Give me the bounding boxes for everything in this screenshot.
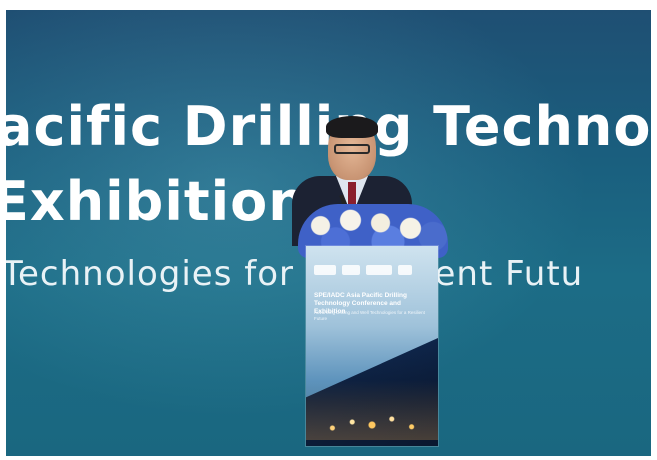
logo-drilling (366, 265, 392, 275)
banner-line-2: Exhibition (6, 170, 308, 233)
sponsor-logos (314, 262, 430, 278)
speaker-hair (326, 116, 378, 138)
rig-lights (306, 380, 438, 440)
lectern-subtitle: Advancing Drilling and Well Technologies… (314, 310, 425, 321)
logo-iadc (314, 265, 336, 275)
logo-spe (342, 265, 360, 275)
banner-line-3: Technologies for a Resilient Futu (6, 254, 584, 294)
lectern-title: SPE/IADC Asia Pacific Drilling Technolog… (314, 292, 407, 315)
lectern: SPE/IADC Asia Pacific Drilling Technolog… (306, 246, 438, 446)
logo-other (398, 265, 412, 275)
glasses-icon (334, 144, 370, 154)
speaker-tie (348, 182, 356, 212)
event-photo: acific Drilling Techno Exhibition Techno… (6, 10, 651, 456)
